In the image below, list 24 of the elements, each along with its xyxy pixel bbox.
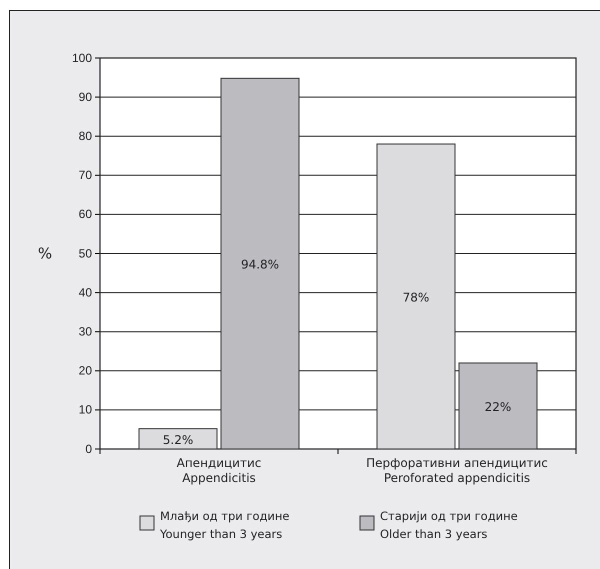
bar: [458, 362, 538, 450]
legend-label: Старији од три године Older than 3 years: [380, 509, 518, 541]
x-tick-label: Апендицитис Appendicitis: [176, 456, 262, 485]
y-tick-label: 10: [78, 402, 92, 417]
y-tick-label: 80: [78, 129, 92, 144]
y-tick-label: 70: [78, 168, 92, 182]
data-label: 5.2%: [162, 432, 194, 447]
data-label: 22%: [484, 400, 512, 414]
data-label: 78%: [402, 290, 430, 305]
y-tick-label: 100: [72, 50, 92, 65]
data-label: 94.8%: [240, 258, 280, 272]
y-tick-label: 40: [78, 285, 92, 300]
y-tick-label: 30: [78, 324, 92, 339]
bar: [138, 428, 218, 450]
y-tick-label: 90: [78, 90, 92, 104]
bar: [220, 78, 300, 450]
y-tick-label: 20: [78, 364, 92, 378]
bar: [376, 144, 456, 450]
y-tick-label: 50: [78, 246, 92, 260]
y-axis-title: %: [38, 244, 52, 262]
legend-label: Млађи од три године Younger than 3 years: [159, 509, 290, 541]
x-tick-label: Перфоративни апендицитис Peroforated appendicitis: [366, 456, 548, 485]
y-tick-label: 0: [85, 442, 92, 456]
y-tick-label: 60: [78, 207, 92, 222]
